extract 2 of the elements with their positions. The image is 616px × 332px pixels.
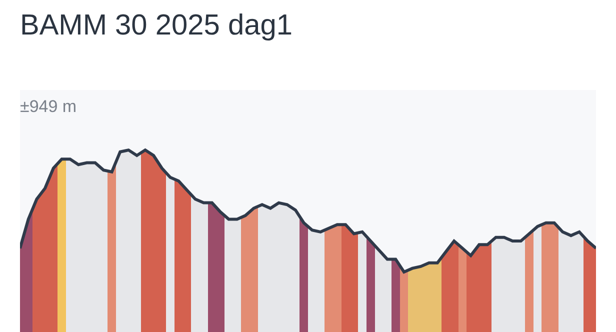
text: ±949 m	[20, 97, 77, 116]
chart-title: BAMM 30 2025 dag1	[20, 9, 292, 42]
